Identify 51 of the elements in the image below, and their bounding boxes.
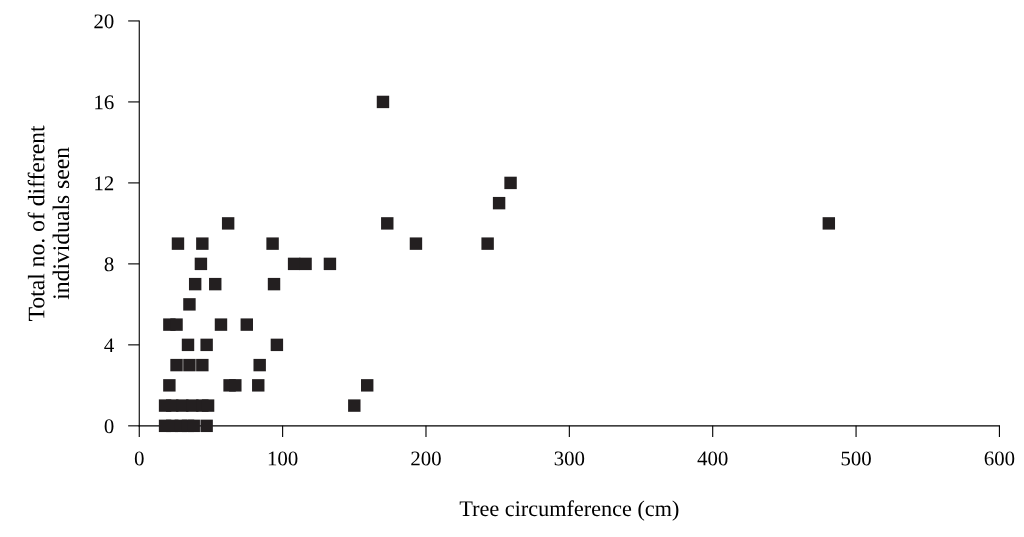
x-tick-label: 300 (554, 451, 585, 466)
point (214, 318, 228, 331)
point (183, 298, 196, 311)
point (194, 257, 208, 271)
x-tick-label: 400 (697, 451, 728, 466)
x-tick-label: 500 (841, 451, 871, 466)
point (187, 419, 200, 433)
point (196, 358, 209, 372)
point (181, 338, 195, 352)
point (822, 217, 836, 230)
y-tick-label: 20 (94, 14, 114, 29)
point (163, 379, 176, 392)
point (299, 257, 312, 271)
point (253, 358, 266, 372)
point (200, 419, 213, 433)
point (229, 379, 242, 392)
point (376, 95, 390, 109)
point (361, 379, 374, 392)
y-tick-label: 12 (95, 176, 114, 191)
point (209, 277, 222, 291)
point (381, 217, 394, 230)
point (240, 318, 253, 331)
point (492, 196, 506, 210)
point (504, 176, 517, 190)
point (270, 338, 284, 352)
point (201, 399, 215, 412)
point (252, 379, 265, 392)
x-axis-title: Tree circumference (cm) (459, 500, 679, 521)
y-axis-title: Total no. of different individuals seen (27, 125, 70, 321)
point (323, 257, 337, 271)
point (200, 338, 213, 352)
point (481, 237, 494, 250)
point (171, 237, 185, 250)
point (188, 277, 202, 291)
y-tick-label: 4 (104, 338, 114, 353)
x-tick-label: 0 (134, 451, 144, 466)
x-tick-label: 200 (411, 451, 441, 466)
point (348, 399, 361, 412)
point (266, 237, 279, 250)
point (267, 277, 281, 291)
point (170, 358, 183, 372)
x-tick-label: 600 (984, 451, 1015, 466)
point (183, 358, 196, 372)
point (196, 237, 209, 250)
y-tick-label: 16 (95, 95, 114, 110)
y-tick-label: 8 (104, 257, 114, 272)
point (170, 318, 183, 331)
point (221, 217, 235, 230)
point (409, 237, 423, 250)
x-tick-label: 100 (268, 451, 298, 466)
y-tick-label: 0 (104, 419, 114, 434)
